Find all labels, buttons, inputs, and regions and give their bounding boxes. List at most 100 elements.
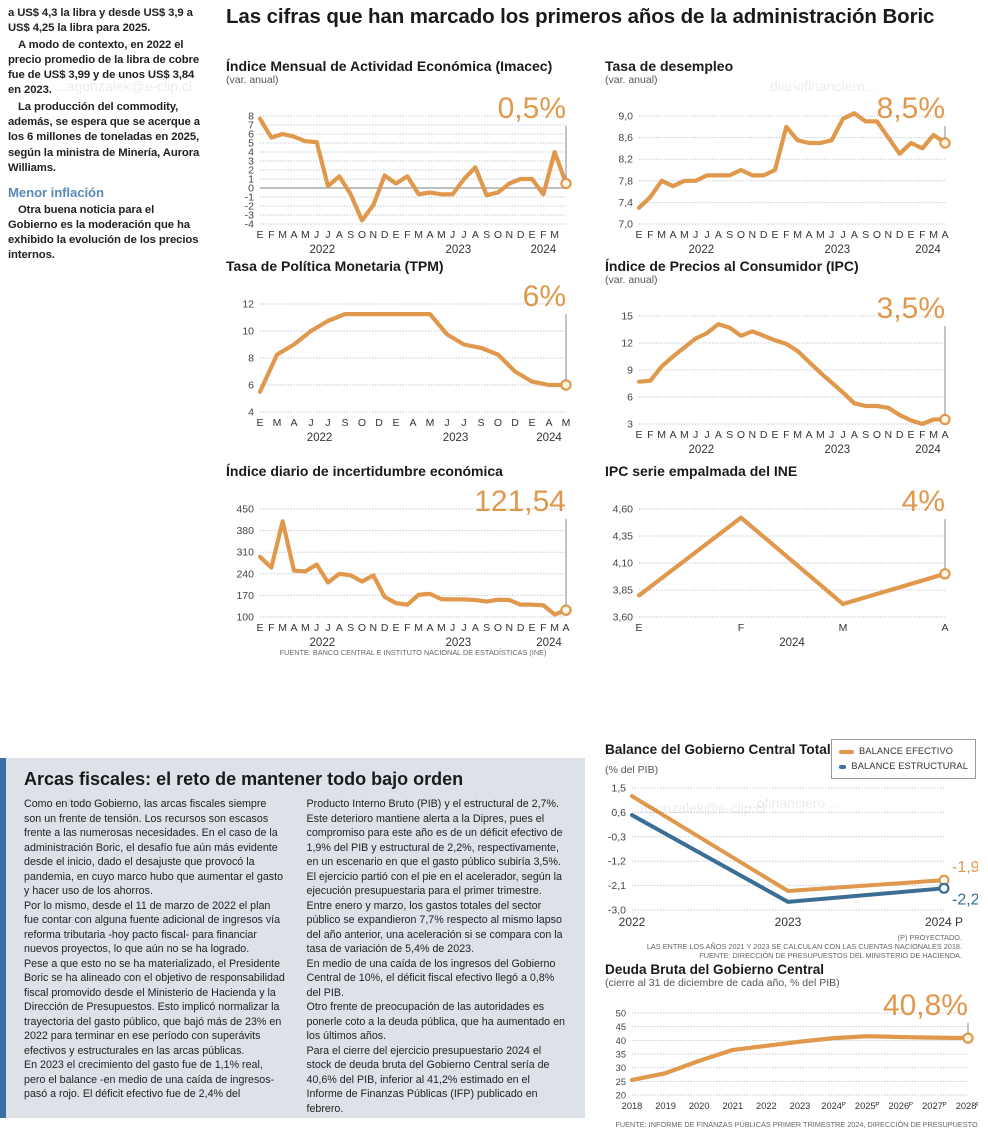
svg-text:7,0: 7,0	[618, 219, 633, 231]
svg-text:D: D	[896, 429, 904, 441]
svg-text:O: O	[494, 622, 502, 634]
svg-text:2028ᴾ: 2028ᴾ	[956, 1101, 978, 1111]
svg-text:N: N	[885, 429, 893, 441]
svg-text:M: M	[550, 622, 559, 634]
svg-text:S: S	[483, 229, 490, 241]
svg-text:M: M	[301, 622, 310, 634]
svg-text:8,5%: 8,5%	[877, 92, 945, 125]
svg-text:M: M	[437, 229, 446, 241]
svg-text:F: F	[647, 229, 653, 241]
svg-text:4,35: 4,35	[613, 531, 634, 543]
svg-text:D: D	[511, 417, 519, 429]
svg-text:F: F	[783, 229, 789, 241]
svg-text:A: A	[290, 229, 297, 241]
svg-text:J: J	[314, 229, 319, 241]
svg-text:S: S	[862, 229, 869, 241]
svg-text:N: N	[370, 622, 378, 634]
svg-text:310: 310	[236, 547, 254, 559]
svg-text:N: N	[506, 622, 514, 634]
svg-text:E: E	[528, 622, 535, 634]
svg-text:M: M	[680, 429, 689, 441]
svg-text:J: J	[840, 229, 845, 241]
svg-text:E: E	[392, 622, 399, 634]
svg-text:O: O	[737, 229, 745, 241]
svg-text:E: E	[771, 429, 778, 441]
svg-text:E: E	[528, 417, 535, 429]
svg-text:M: M	[929, 429, 938, 441]
svg-text:3,5%: 3,5%	[877, 292, 945, 325]
svg-text:A: A	[472, 622, 479, 634]
svg-text:J: J	[693, 429, 698, 441]
svg-text:J: J	[840, 429, 845, 441]
svg-text:F: F	[268, 622, 274, 634]
svg-text:A: A	[669, 429, 676, 441]
svg-text:M: M	[839, 622, 848, 634]
svg-text:12: 12	[242, 299, 254, 311]
svg-text:J: J	[444, 417, 449, 429]
svg-text:E: E	[907, 229, 914, 241]
svg-text:F: F	[647, 429, 653, 441]
svg-text:45: 45	[616, 1022, 626, 1032]
svg-text:0,5%: 0,5%	[498, 92, 566, 125]
svg-text:450: 450	[236, 504, 254, 516]
svg-text:E: E	[392, 229, 399, 241]
svg-text:F: F	[540, 622, 546, 634]
svg-text:2023: 2023	[775, 915, 802, 929]
svg-text:FUENTE: INFORME DE FINANZAS PÚ: FUENTE: INFORME DE FINANZAS PÚBLICAS PRI…	[615, 1120, 978, 1129]
svg-text:O: O	[873, 429, 881, 441]
svg-text:10: 10	[242, 326, 254, 338]
svg-text:3,85: 3,85	[613, 585, 634, 597]
svg-text:2027ᴾ: 2027ᴾ	[922, 1101, 947, 1111]
svg-text:2025ᴾ: 2025ᴾ	[855, 1101, 880, 1111]
svg-text:2023: 2023	[446, 244, 472, 254]
svg-text:A: A	[851, 429, 858, 441]
svg-text:50: 50	[616, 1009, 626, 1019]
svg-text:F: F	[540, 229, 546, 241]
svg-text:170: 170	[236, 590, 254, 602]
svg-text:-1,2: -1,2	[608, 856, 626, 868]
svg-text:8: 8	[248, 111, 254, 123]
svg-text:240: 240	[236, 568, 254, 580]
svg-text:O: O	[494, 417, 502, 429]
svg-text:S: S	[477, 417, 484, 429]
svg-text:2024: 2024	[915, 244, 941, 254]
svg-text:F: F	[738, 622, 744, 634]
svg-text:S: S	[341, 417, 348, 429]
svg-text:A: A	[562, 622, 569, 634]
svg-text:M: M	[278, 229, 287, 241]
svg-text:F: F	[783, 429, 789, 441]
svg-text:A: A	[851, 229, 858, 241]
svg-text:100: 100	[236, 612, 254, 624]
svg-text:A: A	[290, 622, 297, 634]
svg-text:30: 30	[616, 1063, 626, 1073]
svg-text:8,6: 8,6	[618, 132, 633, 144]
svg-text:A: A	[426, 229, 433, 241]
svg-text:2022: 2022	[310, 244, 336, 254]
svg-text:2020: 2020	[689, 1101, 710, 1111]
svg-text:2023: 2023	[443, 432, 469, 442]
svg-text:2018: 2018	[622, 1101, 643, 1111]
svg-text:M: M	[657, 229, 666, 241]
svg-text:6: 6	[627, 392, 633, 404]
svg-text:S: S	[483, 622, 490, 634]
svg-text:J: J	[450, 622, 455, 634]
svg-text:J: J	[461, 622, 466, 634]
svg-text:E: E	[256, 229, 263, 241]
svg-text:J: J	[829, 229, 834, 241]
svg-text:A: A	[669, 229, 676, 241]
svg-text:4%: 4%	[902, 485, 945, 518]
svg-text:A: A	[715, 229, 722, 241]
svg-text:A: A	[290, 417, 297, 429]
svg-text:3: 3	[627, 419, 633, 431]
svg-text:M: M	[793, 229, 802, 241]
svg-text:D: D	[896, 229, 904, 241]
svg-text:121,54: 121,54	[474, 485, 566, 518]
svg-text:D: D	[760, 429, 768, 441]
svg-text:2024: 2024	[915, 444, 941, 454]
svg-text:S: S	[726, 429, 733, 441]
svg-text:M: M	[414, 622, 423, 634]
svg-text:F: F	[404, 229, 410, 241]
svg-text:2024: 2024	[531, 244, 557, 254]
svg-text:E: E	[256, 622, 263, 634]
svg-text:A: A	[941, 429, 948, 441]
